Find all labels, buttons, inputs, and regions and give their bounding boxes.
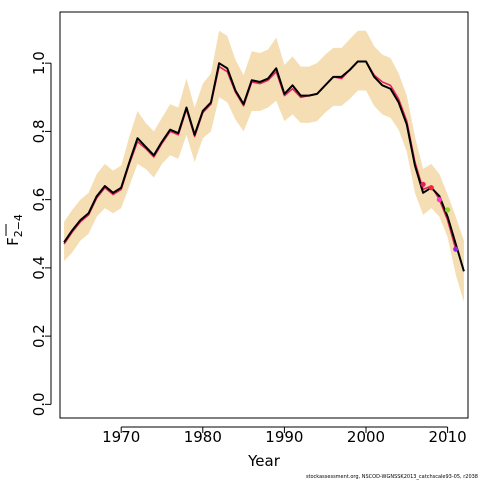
plot-frame (59, 11, 469, 419)
x-axis: 1970 1980 1990 2000 2010 (102, 426, 467, 446)
y-tick-label: 1.0 (30, 51, 48, 75)
y-axis-label-main: F (4, 237, 22, 246)
footer-note: stockassessment.org, NSCOD-WGNSSK2013_ca… (306, 474, 478, 480)
retro-point-2007 (420, 181, 426, 187)
x-tick-label: 1990 (265, 428, 303, 446)
x-tick-label: 2010 (429, 428, 467, 446)
y-axis-label-text: F2−4 (4, 214, 25, 246)
retro-points-layer (420, 181, 459, 252)
retro-point-2009 (436, 197, 443, 203)
x-tick-label: 1980 (184, 428, 222, 446)
retro-point-2011 (453, 246, 459, 252)
series-layer (63, 60, 465, 272)
y-tick-label: 0.0 (30, 392, 48, 416)
y-tick-label: 0.2 (30, 324, 48, 348)
y-axis-label-sub: 2−4 (12, 214, 25, 237)
x-tick-label: 2000 (347, 428, 385, 446)
y-axis-label: F2−4 (4, 214, 25, 246)
x-tick-label: 1970 (102, 428, 140, 446)
main-series-line (63, 60, 465, 272)
y-tick-label: 0.6 (30, 188, 48, 212)
confidence-band (64, 30, 464, 302)
confidence-band-layer (64, 30, 464, 302)
x-axis-label: Year (247, 452, 281, 470)
y-axis: 0.0 0.2 0.4 0.6 0.8 1.0 (30, 51, 52, 416)
retro-point-2008 (428, 185, 434, 191)
y-tick-label: 0.8 (30, 119, 48, 143)
retro-point-2010 (445, 207, 451, 213)
y-tick-label: 0.4 (30, 256, 48, 280)
